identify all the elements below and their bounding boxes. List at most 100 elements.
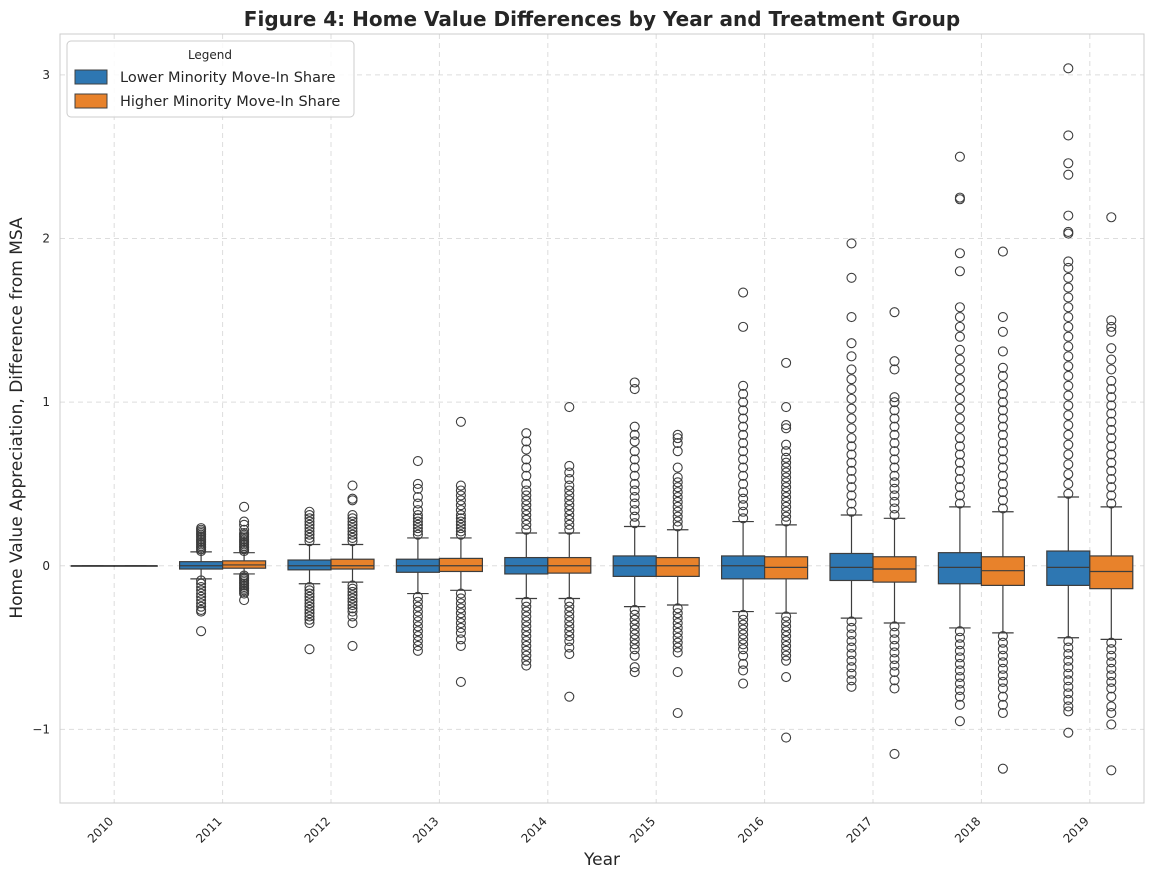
- outlier-point: [889, 470, 900, 481]
- outlier-point: [521, 635, 532, 647]
- legend-swatch-higher: [74, 93, 108, 109]
- outlier-point: [1063, 380, 1074, 391]
- outlier-point: [672, 437, 683, 449]
- outlier-point: [412, 591, 423, 602]
- outlier-point: [954, 639, 965, 650]
- outlier-point: [738, 437, 749, 449]
- outlier-point: [521, 611, 532, 622]
- outlier-point: [412, 516, 423, 527]
- outlier-point: [455, 598, 466, 609]
- outlier-point: [1106, 392, 1117, 403]
- outlier-point: [412, 611, 423, 622]
- outlier-point: [304, 601, 315, 612]
- outlier-point: [1063, 681, 1074, 692]
- outlier-point: [738, 429, 749, 440]
- outlier-point: [781, 477, 792, 488]
- outlier-point: [781, 516, 792, 527]
- outlier-point: [997, 503, 1008, 514]
- box-lower-2015: [612, 377, 657, 678]
- outlier-point: [781, 401, 792, 413]
- outlier-point: [564, 601, 575, 612]
- outlier-point: [1106, 683, 1117, 694]
- outlier-point: [781, 472, 792, 483]
- outlier-point: [889, 660, 900, 671]
- outlier-point: [412, 631, 423, 642]
- outlier-point: [781, 423, 792, 434]
- outlier-point: [564, 514, 575, 525]
- box-series: [70, 63, 1134, 776]
- outlier-point: [629, 491, 640, 503]
- outlier-point: [846, 642, 857, 653]
- outlier-point: [1063, 302, 1074, 313]
- box-higher-2019: [1089, 212, 1134, 776]
- outlier-point: [521, 485, 532, 496]
- outlier-point: [954, 716, 965, 727]
- outlier-point: [1063, 668, 1074, 679]
- outlier-point: [1106, 482, 1117, 493]
- outlier-point: [997, 397, 1008, 408]
- outlier-point: [347, 617, 358, 629]
- outlier-point: [889, 667, 900, 678]
- outlier-point: [455, 588, 466, 599]
- outlier-point: [889, 413, 900, 424]
- outlier-point: [1106, 719, 1117, 730]
- outlier-point: [455, 529, 466, 540]
- outlier-point: [781, 467, 792, 478]
- outlier-point: [954, 645, 965, 656]
- box-lower-2018: [937, 151, 983, 727]
- outlier-point: [997, 462, 1008, 473]
- outlier-point: [954, 403, 965, 414]
- outlier-point: [521, 500, 532, 511]
- outlier-point: [412, 509, 423, 521]
- outlier-point: [304, 611, 315, 622]
- outlier-point: [521, 495, 532, 506]
- outlier-point: [846, 403, 857, 414]
- outlier-point: [629, 662, 640, 673]
- outlier-point: [954, 374, 965, 385]
- outlier-point: [672, 637, 683, 648]
- outlier-point: [997, 644, 1008, 655]
- outlier-point: [781, 732, 792, 743]
- outlier-point: [412, 621, 423, 632]
- outlier-point: [521, 631, 532, 642]
- outlier-point: [1106, 765, 1117, 776]
- outlier-point: [738, 513, 749, 524]
- outlier-point: [889, 640, 900, 651]
- outlier-point: [521, 650, 532, 661]
- box-iqr: [1046, 550, 1091, 586]
- box-lower-2011: [179, 523, 224, 637]
- outlier-point: [412, 519, 423, 530]
- outlier-point: [672, 446, 683, 457]
- outlier-point: [521, 640, 532, 651]
- outlier-point: [629, 498, 640, 509]
- outlier-point: [997, 637, 1008, 648]
- outlier-point: [196, 595, 207, 606]
- outlier-point: [954, 691, 965, 702]
- outlier-point: [347, 526, 358, 537]
- outlier-point: [954, 413, 965, 424]
- outlier-point: [954, 192, 965, 203]
- outlier-point: [1106, 212, 1117, 223]
- box-lower-2014: [504, 428, 549, 671]
- outlier-point: [781, 616, 792, 627]
- outlier-point: [1063, 390, 1074, 401]
- box-lower-2019: [1046, 63, 1091, 738]
- outlier-point: [629, 619, 640, 630]
- outlier-point: [846, 662, 857, 673]
- outlier-point: [738, 614, 749, 625]
- outlier-point: [954, 354, 965, 365]
- outlier-point: [997, 683, 1008, 694]
- outlier-point: [347, 583, 358, 594]
- outlier-point: [564, 642, 575, 653]
- outlier-point: [1063, 312, 1074, 323]
- outlier-point: [1063, 272, 1074, 283]
- outlier-point: [412, 626, 423, 637]
- outlier-point: [304, 644, 315, 655]
- outlier-point: [629, 511, 640, 522]
- outlier-point: [347, 599, 358, 611]
- outlier-point: [1063, 701, 1074, 712]
- outlier-point: [1063, 642, 1074, 653]
- y-tick-label: 0: [42, 559, 50, 573]
- box-lower-2017: [829, 238, 874, 692]
- outlier-point: [846, 364, 857, 375]
